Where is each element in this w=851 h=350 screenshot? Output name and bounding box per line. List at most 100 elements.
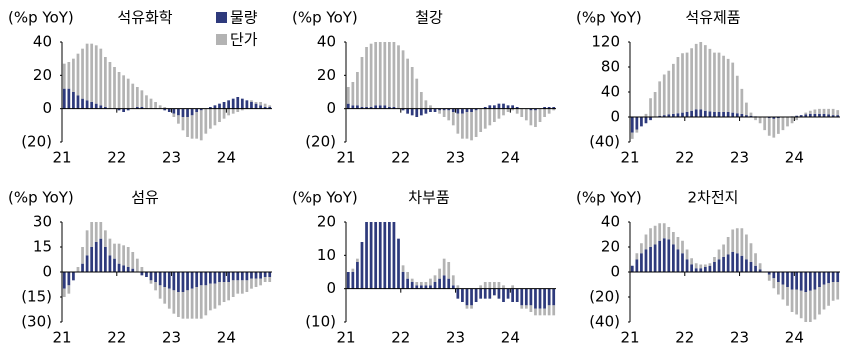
- bar-1: [470, 305, 473, 309]
- bar-0: [708, 265, 712, 272]
- bar-0: [85, 100, 89, 109]
- y-tick-label: 40: [601, 213, 620, 231]
- bar-0: [81, 98, 84, 109]
- bar-1: [447, 262, 451, 279]
- bar-1: [451, 275, 455, 286]
- bar-0: [438, 108, 441, 111]
- bar-1: [90, 43, 94, 102]
- y-tick-label: 40: [601, 83, 620, 101]
- bar-0: [699, 109, 703, 117]
- bar-1: [240, 280, 244, 294]
- bar-0: [351, 105, 355, 109]
- bar-1: [172, 290, 176, 314]
- bar-1: [62, 288, 66, 297]
- bar-0: [836, 115, 840, 117]
- x-tick-label: 21: [620, 329, 639, 347]
- bar-0: [681, 253, 684, 272]
- bar-1: [515, 108, 519, 114]
- bar-1: [502, 285, 505, 289]
- bar-1: [410, 67, 414, 109]
- bar-1: [735, 75, 739, 114]
- panel-title: 철강: [415, 9, 443, 27]
- bar-0: [772, 272, 776, 279]
- bar-1: [117, 243, 121, 264]
- bar-0: [424, 285, 428, 289]
- bar-1: [767, 118, 771, 136]
- bar-1: [438, 268, 441, 279]
- bar-1: [790, 289, 794, 312]
- bar-1: [520, 305, 524, 309]
- bar-0: [104, 107, 107, 109]
- bar-1: [424, 100, 428, 109]
- bar-1: [67, 285, 71, 294]
- bar-1: [369, 43, 373, 107]
- bar-1: [717, 52, 721, 112]
- y-tick-label: (15): [21, 288, 52, 306]
- bar-0: [104, 247, 107, 272]
- bar-0: [218, 272, 221, 282]
- bar-1: [543, 308, 546, 316]
- bar-0: [640, 117, 643, 127]
- bar-1: [254, 102, 258, 104]
- bar-0: [799, 115, 803, 117]
- bar-0: [745, 259, 748, 272]
- bar-1: [804, 112, 808, 115]
- bar-1: [708, 48, 712, 112]
- bar-1: [529, 110, 533, 126]
- bar-1: [703, 264, 707, 267]
- bar-1: [640, 243, 643, 254]
- bar-0: [433, 282, 437, 289]
- y-tick-label: 30: [33, 213, 52, 231]
- bar-1: [740, 88, 744, 114]
- bar-0: [777, 272, 780, 282]
- bar-0: [401, 108, 405, 111]
- bar-1: [378, 42, 382, 106]
- bar-0: [222, 102, 226, 109]
- bar-1: [429, 278, 432, 286]
- bar-0: [383, 105, 387, 109]
- bar-0: [672, 113, 675, 117]
- bar-1: [754, 117, 757, 121]
- bar-1: [524, 108, 528, 121]
- bar-0: [94, 242, 98, 272]
- bar-1: [538, 308, 542, 316]
- bar-1: [154, 282, 157, 291]
- x-tick-label: 23: [446, 149, 465, 167]
- bar-1: [649, 228, 652, 247]
- bar-0: [231, 98, 235, 109]
- bar-1: [767, 274, 771, 281]
- bar-1: [94, 45, 98, 104]
- bar-1: [99, 48, 103, 106]
- bar-1: [681, 53, 684, 113]
- bar-0: [795, 115, 798, 117]
- bar-0: [804, 114, 808, 117]
- bar-1: [506, 108, 510, 112]
- bar-0: [795, 272, 798, 290]
- bar-1: [799, 290, 803, 319]
- bar-0: [62, 88, 66, 109]
- bar-1: [236, 108, 240, 112]
- bar-1: [511, 285, 514, 289]
- bar-0: [658, 115, 662, 117]
- bar-0: [99, 238, 103, 272]
- bar-0: [424, 108, 428, 114]
- bar-0: [222, 272, 226, 282]
- bar-0: [726, 254, 730, 272]
- bar-1: [419, 282, 423, 286]
- bar-1: [749, 112, 753, 116]
- bar-0: [442, 275, 446, 289]
- bar-1: [502, 108, 505, 116]
- bar-1: [186, 117, 189, 137]
- bar-0: [822, 272, 826, 285]
- bar-0: [808, 113, 812, 117]
- x-tick-label: 21: [52, 329, 71, 347]
- bar-1: [99, 222, 103, 239]
- bar-0: [259, 105, 262, 109]
- bar-0: [735, 253, 739, 272]
- bar-1: [681, 240, 684, 254]
- x-tick-label: 24: [785, 329, 804, 347]
- bar-1: [356, 258, 359, 262]
- bar-1: [245, 280, 249, 292]
- bar-0: [374, 222, 378, 289]
- bar-0: [731, 252, 735, 272]
